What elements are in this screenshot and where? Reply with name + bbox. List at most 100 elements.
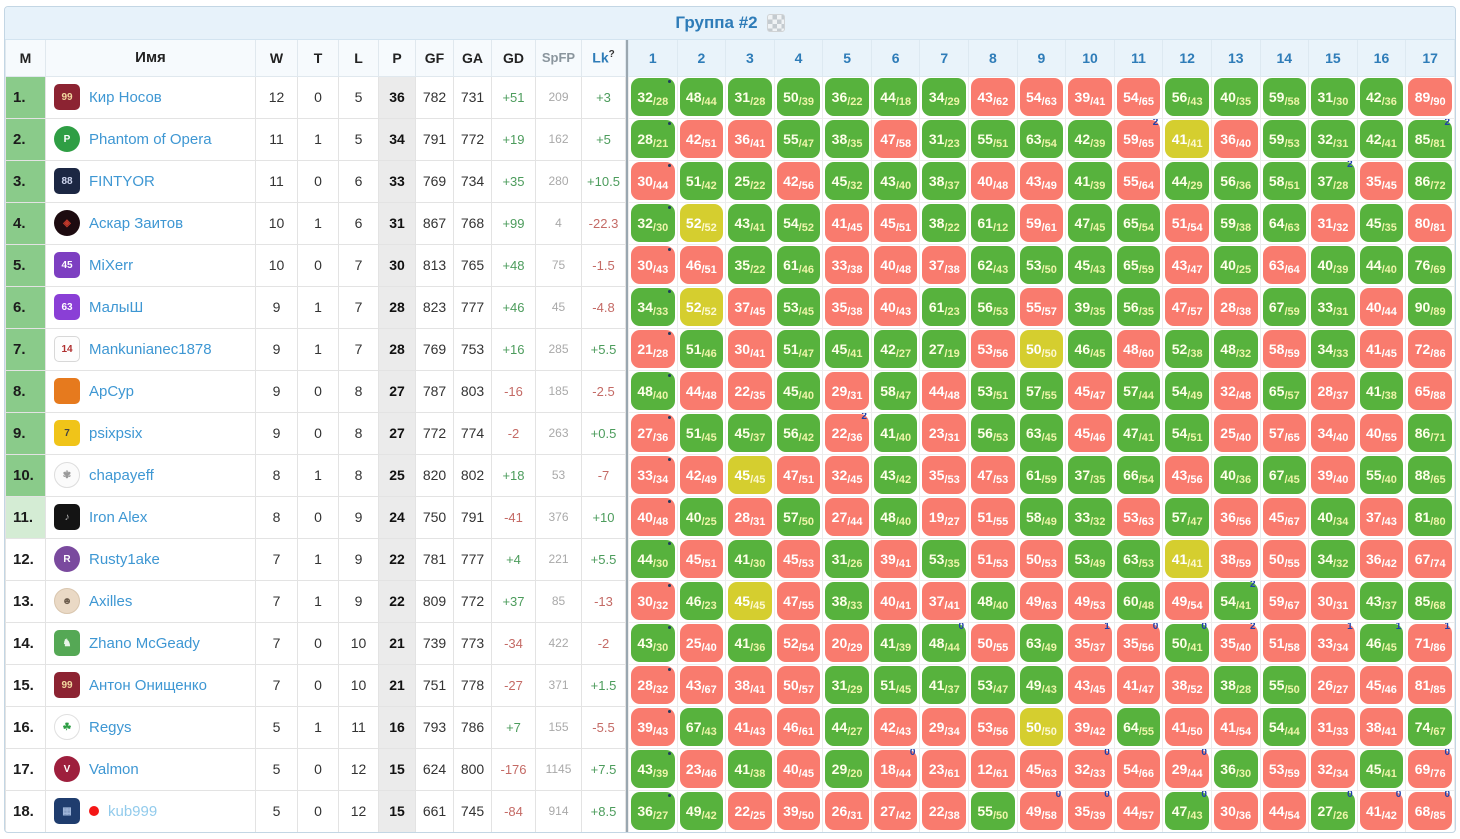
match-result-cell[interactable]: 27/44 xyxy=(825,498,869,536)
match-result-cell[interactable]: 52/52 xyxy=(679,204,724,242)
match-result-cell[interactable]: 22/36 2 xyxy=(825,413,869,452)
match-result-cell[interactable]: 38/41 xyxy=(1359,708,1404,746)
match-result-cell[interactable]: 49/58 0 xyxy=(1019,791,1064,830)
match-result-cell[interactable]: 59/67 xyxy=(1262,582,1307,620)
match-result-cell[interactable]: 32/48 xyxy=(1213,372,1258,410)
match-result-cell[interactable]: 54/51 xyxy=(1165,414,1209,452)
match-result-cell[interactable]: 56/43 xyxy=(1165,78,1209,116)
match-result-cell[interactable]: 31/30 xyxy=(1311,78,1355,116)
match-result-cell[interactable]: 50/55 xyxy=(971,624,1015,662)
match-result-cell[interactable]: 25/22 xyxy=(728,162,772,200)
match-result-cell[interactable]: 50/53 xyxy=(1019,540,1064,578)
match-result-cell[interactable]: 32/45 xyxy=(825,456,869,494)
match-result-cell[interactable]: 51/46 xyxy=(679,330,724,368)
match-result-cell[interactable]: 63/53 xyxy=(1116,540,1161,578)
match-result-cell[interactable]: 18/44 0 xyxy=(873,749,918,788)
match-result-cell[interactable]: 40/34 xyxy=(1311,498,1355,536)
match-result-cell[interactable]: 55/50 xyxy=(1262,666,1307,704)
match-result-cell[interactable]: 32/31 xyxy=(1311,120,1355,158)
match-result-cell[interactable]: 31/28 xyxy=(728,78,772,116)
player-name-link[interactable]: Axilles xyxy=(89,592,133,610)
match-result-cell[interactable]: 90/89 xyxy=(1408,288,1452,326)
match-result-cell[interactable]: 47/45 xyxy=(1068,204,1112,242)
match-result-cell[interactable]: 31/32 xyxy=(1311,204,1355,242)
match-result-cell[interactable]: 40/39 xyxy=(1311,246,1355,284)
match-result-cell[interactable]: 57/65 xyxy=(1262,414,1307,452)
match-result-cell[interactable]: 22/38 xyxy=(922,792,967,830)
match-result-cell[interactable]: 31/29 xyxy=(825,666,869,704)
match-result-cell[interactable]: 23/61 xyxy=(922,750,967,788)
match-result-cell[interactable]: 41/42 0 xyxy=(1359,791,1404,830)
player-name-link[interactable]: Антон Онищенко xyxy=(89,676,207,694)
match-result-cell[interactable]: 40/25 xyxy=(679,498,724,536)
match-result-cell[interactable]: 27/19 xyxy=(922,330,967,368)
match-result-cell[interactable]: 48/40 xyxy=(631,372,675,410)
match-result-cell[interactable]: 49/54 xyxy=(1165,582,1209,620)
match-result-cell[interactable]: 42/43 xyxy=(873,708,918,746)
match-result-cell[interactable]: 56/42 xyxy=(776,414,821,452)
player-name-link[interactable]: Iron Alex xyxy=(89,508,148,526)
match-result-cell[interactable]: 45/67 xyxy=(1262,498,1307,536)
match-result-cell[interactable]: 40/45 xyxy=(776,750,821,788)
match-result-cell[interactable]: 45/47 xyxy=(1068,372,1112,410)
player-name-link[interactable]: Valmon xyxy=(89,760,139,778)
match-result-cell[interactable]: 51/47 xyxy=(776,330,821,368)
match-result-cell[interactable]: 29/34 xyxy=(922,708,967,746)
match-result-cell[interactable]: 23/31 xyxy=(922,414,967,452)
match-result-cell[interactable]: 72/86 xyxy=(1408,330,1452,368)
match-result-cell[interactable]: 43/42 xyxy=(873,456,918,494)
match-result-cell[interactable]: 66/54 xyxy=(1116,456,1161,494)
match-result-cell[interactable]: 55/57 xyxy=(1019,288,1064,326)
match-result-cell[interactable]: 37/45 xyxy=(728,288,772,326)
match-result-cell[interactable]: 63/54 xyxy=(1019,120,1064,158)
match-result-cell[interactable]: 38/59 xyxy=(1213,540,1258,578)
match-result-cell[interactable]: 61/46 xyxy=(776,246,821,284)
match-result-cell[interactable]: 54/63 xyxy=(1019,78,1064,116)
match-result-cell[interactable]: 41/50 xyxy=(1165,708,1209,746)
match-result-cell[interactable]: 28/21 xyxy=(631,120,675,158)
match-result-cell[interactable]: 63/64 xyxy=(1262,246,1307,284)
match-result-cell[interactable]: 37/41 xyxy=(922,582,967,620)
match-result-cell[interactable]: 50/50 xyxy=(1019,708,1064,746)
match-result-cell[interactable]: 47/53 xyxy=(971,456,1015,494)
match-result-cell[interactable]: 43/56 xyxy=(1165,456,1209,494)
match-result-cell[interactable]: 30/41 xyxy=(728,330,772,368)
match-result-cell[interactable]: 44/40 xyxy=(1359,246,1404,284)
match-result-cell[interactable]: 49/53 xyxy=(1068,582,1112,620)
match-result-cell[interactable]: 41/36 xyxy=(728,624,772,662)
player-name-link[interactable]: МалыШ xyxy=(89,298,144,316)
match-result-cell[interactable]: 51/45 xyxy=(679,414,724,452)
match-result-cell[interactable]: 44/57 xyxy=(1116,792,1161,830)
match-result-cell[interactable]: 67/74 xyxy=(1408,540,1452,578)
match-result-cell[interactable]: 33/31 xyxy=(1311,288,1355,326)
match-result-cell[interactable]: 45/40 xyxy=(776,372,821,410)
match-result-cell[interactable]: 50/57 xyxy=(776,666,821,704)
match-result-cell[interactable]: 54/44 xyxy=(1262,708,1307,746)
match-result-cell[interactable]: 28/37 xyxy=(1311,372,1355,410)
match-result-cell[interactable]: 35/38 xyxy=(825,288,869,326)
match-result-cell[interactable]: 39/35 xyxy=(1068,288,1112,326)
match-result-cell[interactable]: 45/32 xyxy=(825,162,869,200)
match-result-cell[interactable]: 29/20 xyxy=(825,750,869,788)
match-result-cell[interactable]: 40/36 xyxy=(1213,456,1258,494)
match-result-cell[interactable]: 34/33 xyxy=(1311,330,1355,368)
match-result-cell[interactable]: 44/30 xyxy=(631,540,675,578)
match-result-cell[interactable]: 69/76 0 xyxy=(1408,749,1452,788)
match-result-cell[interactable]: 35/40 2 xyxy=(1213,623,1258,662)
match-result-cell[interactable]: 35/53 xyxy=(922,456,967,494)
match-result-cell[interactable]: 67/43 xyxy=(679,708,724,746)
match-result-cell[interactable]: 44/48 xyxy=(679,372,724,410)
match-result-cell[interactable]: 21/28 xyxy=(631,330,675,368)
match-result-cell[interactable]: 43/47 xyxy=(1165,246,1209,284)
player-name-link[interactable]: MiXerr xyxy=(89,256,134,274)
match-result-cell[interactable]: 47/51 xyxy=(776,456,821,494)
match-result-cell[interactable]: 48/40 xyxy=(971,582,1015,620)
match-result-cell[interactable]: 74/67 xyxy=(1408,708,1452,746)
match-result-cell[interactable]: 35/37 1 xyxy=(1068,623,1112,662)
match-result-cell[interactable]: 30/43 xyxy=(631,246,675,284)
match-result-cell[interactable]: 51/54 xyxy=(1165,204,1209,242)
match-result-cell[interactable]: 53/35 xyxy=(922,540,967,578)
match-result-cell[interactable]: 41/37 xyxy=(922,666,967,704)
match-result-cell[interactable]: 29/31 xyxy=(825,372,869,410)
match-result-cell[interactable]: 43/67 xyxy=(679,666,724,704)
